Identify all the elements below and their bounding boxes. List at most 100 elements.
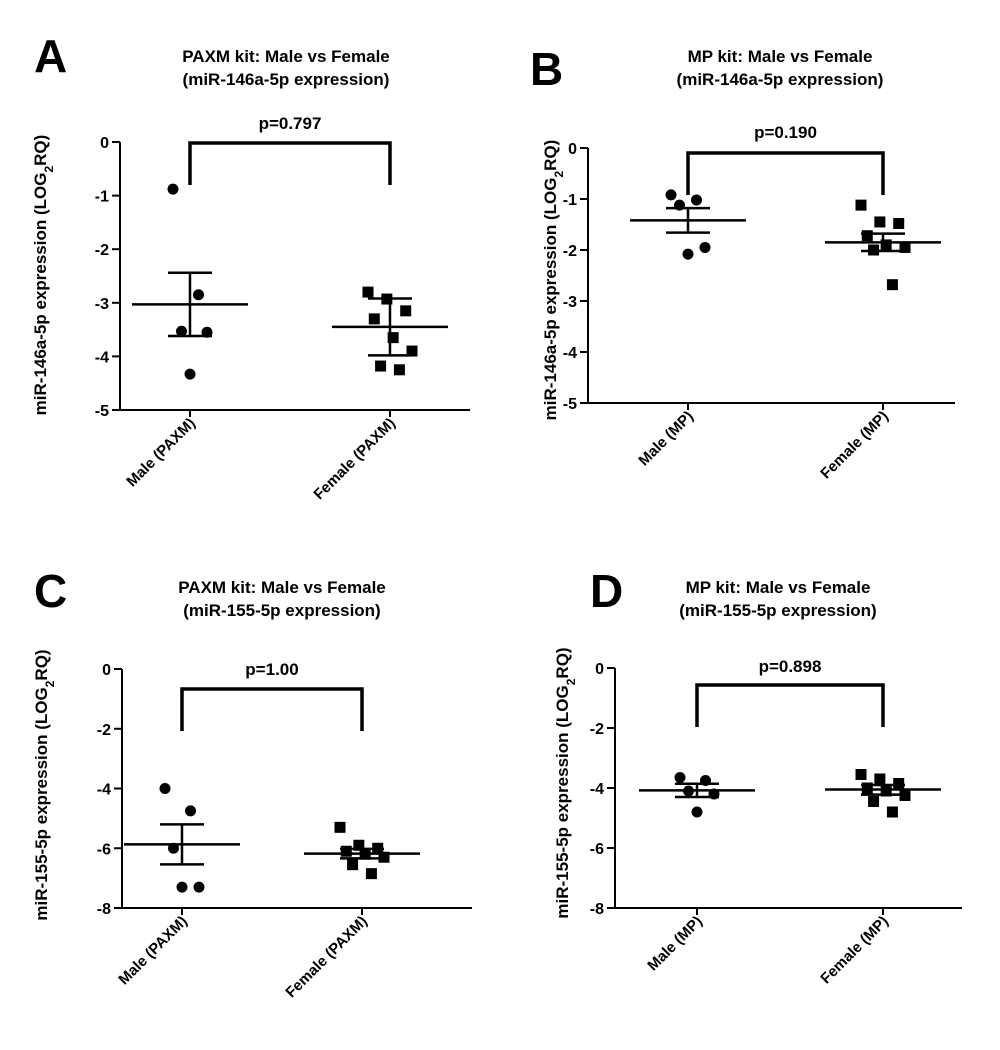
significance-bracket	[686, 151, 885, 195]
p-value-label: p=0.797	[259, 114, 322, 133]
y-axis-label: miR-155-5p expression (LOG2RQ)	[553, 647, 578, 918]
chart-b-svg: B MP kit: Male vs Female (miR-146a-5p ex…	[530, 43, 955, 482]
y-tick-label: -5	[95, 403, 109, 420]
y-label-end: RQ)	[541, 140, 560, 171]
plot-area: 0 -2 -4 -6 -8 Male (MP) Female (MP) p=0.898	[590, 657, 962, 987]
y-tick-label: -8	[97, 901, 111, 918]
y-tick-label: -4	[97, 782, 111, 799]
chart-a-svg: A PAXM kit: Male vs Female (miR-146a-5p …	[31, 30, 470, 503]
y-tick-label: -2	[97, 722, 111, 739]
data-point-square	[347, 859, 359, 871]
panel-letter: B	[530, 43, 563, 95]
data-point-square	[880, 239, 892, 251]
data-point-square	[880, 785, 892, 797]
p-value-label: p=0.898	[759, 657, 822, 676]
y-tick-label: -5	[563, 396, 577, 413]
y-tick-label: -3	[95, 296, 109, 313]
data-point-square	[353, 839, 365, 851]
x-tick-label: Male (MP)	[644, 913, 706, 975]
data-point-circle	[691, 194, 702, 206]
x-tick-label: Male (PAXM)	[123, 415, 198, 490]
data-point-circle	[193, 289, 204, 301]
plot-area: 0 -1 -2 -3 -4 -5 Male (PAXM) Female (PAXM) p=0.7…	[95, 114, 470, 503]
y-tick-label: -8	[590, 901, 604, 918]
y-label-main: miR-146a-5p expression (LOG	[541, 178, 560, 421]
significance-bracket	[188, 141, 392, 185]
y-tick-label: -2	[563, 243, 577, 260]
plot-area: 0 -1 -2 -3 -4 -5 Male (MP) Female (MP) p=0.190	[563, 123, 955, 482]
chart-title-line1: MP kit: Male vs Female	[686, 578, 871, 597]
chart-c-svg: C PAXM kit: Male vs Female (miR-155-5p e…	[32, 565, 472, 1001]
chart-title-line2: (miR-155-5p expression)	[679, 601, 876, 620]
y-tick-label: 0	[568, 141, 577, 158]
data-point-square	[855, 199, 867, 211]
chart-title-line2: (miR-146a-5p expression)	[677, 70, 884, 89]
data-point-circle	[699, 241, 711, 253]
y-tick-label: 0	[595, 661, 604, 678]
chart-title-line2: (miR-146a-5p expression)	[183, 70, 390, 89]
y-tick-label: -4	[95, 349, 109, 366]
y-axis-label: miR-146a-5p expression (LOG2RQ)	[541, 140, 566, 421]
data-point-circle	[176, 325, 187, 337]
panel-letter: D	[590, 565, 623, 617]
data-point-square	[406, 345, 418, 357]
data-point-circle	[691, 806, 703, 818]
x-tick-label: Female (PAXM)	[282, 913, 370, 1001]
p-value-label: p=0.190	[754, 123, 817, 142]
x-tick-label: Female (PAXM)	[310, 415, 398, 503]
y-label-sub: 2	[564, 678, 578, 685]
y-label-end: RQ)	[553, 647, 572, 678]
y-tick-label: 0	[100, 135, 109, 152]
panel-letter: C	[34, 565, 67, 617]
significance-bracket	[180, 687, 364, 731]
y-tick-label: -2	[95, 242, 109, 259]
data-point-square	[393, 364, 405, 376]
y-label-main: miR-155-5p expression (LOG	[553, 685, 572, 918]
data-point-square	[375, 360, 387, 372]
y-label-sub: 2	[42, 166, 56, 173]
data-point-square	[886, 279, 898, 291]
data-point-square	[886, 806, 898, 818]
chart-title-line1: PAXM kit: Male vs Female	[178, 578, 386, 597]
data-point-square	[899, 241, 911, 253]
data-point-square	[861, 782, 873, 794]
p-value-label: p=1.00	[245, 660, 298, 679]
data-point-circle	[184, 368, 196, 380]
data-point-square	[868, 796, 880, 807]
chart-d-svg: D MP kit: Male vs Female (miR-155-5p exp…	[553, 565, 962, 987]
x-tick-label: Male (PAXM)	[115, 913, 190, 988]
chart-title-line1: MP kit: Male vs Female	[688, 47, 873, 66]
x-tick-label: Female (MP)	[817, 408, 892, 483]
y-tick-label: -4	[590, 781, 604, 798]
y-axis-label: miR-146a-5p expression (LOG2RQ)	[31, 135, 56, 416]
panel-c: C PAXM kit: Male vs Female (miR-155-5p e…	[0, 525, 500, 1050]
data-point-square	[861, 230, 873, 242]
data-point-square	[893, 778, 905, 789]
y-label-end: RQ)	[31, 135, 50, 166]
chart-title-line2: (miR-155-5p expression)	[183, 601, 380, 620]
y-axis-label: miR-155-5p expression (LOG2RQ)	[32, 649, 57, 920]
panel-a: A PAXM kit: Male vs Female (miR-146a-5p …	[0, 0, 500, 525]
y-tick-label: 0	[102, 662, 111, 679]
y-tick-label: -1	[95, 189, 109, 206]
data-point-square	[340, 845, 352, 857]
y-tick-label: -4	[563, 345, 577, 362]
y-label-sub: 2	[552, 171, 566, 178]
y-tick-label: -3	[563, 294, 577, 311]
x-tick-label: Female (MP)	[817, 913, 892, 988]
y-tick-label: -1	[563, 192, 577, 209]
data-point-square	[334, 821, 346, 833]
data-point-circle	[167, 183, 179, 195]
data-point-square	[368, 313, 380, 325]
data-point-circle	[176, 881, 188, 893]
panel-letter: A	[34, 30, 67, 82]
data-point-square	[387, 332, 399, 344]
panel-b: B MP kit: Male vs Female (miR-146a-5p ex…	[500, 0, 1000, 525]
data-point-circle	[682, 248, 694, 260]
significance-bracket	[695, 683, 885, 727]
data-point-square	[855, 769, 867, 780]
x-tick-label: Male (MP)	[635, 408, 697, 470]
chart-title-line1: PAXM kit: Male vs Female	[182, 47, 390, 66]
panel-d: D MP kit: Male vs Female (miR-155-5p exp…	[500, 525, 1000, 1050]
